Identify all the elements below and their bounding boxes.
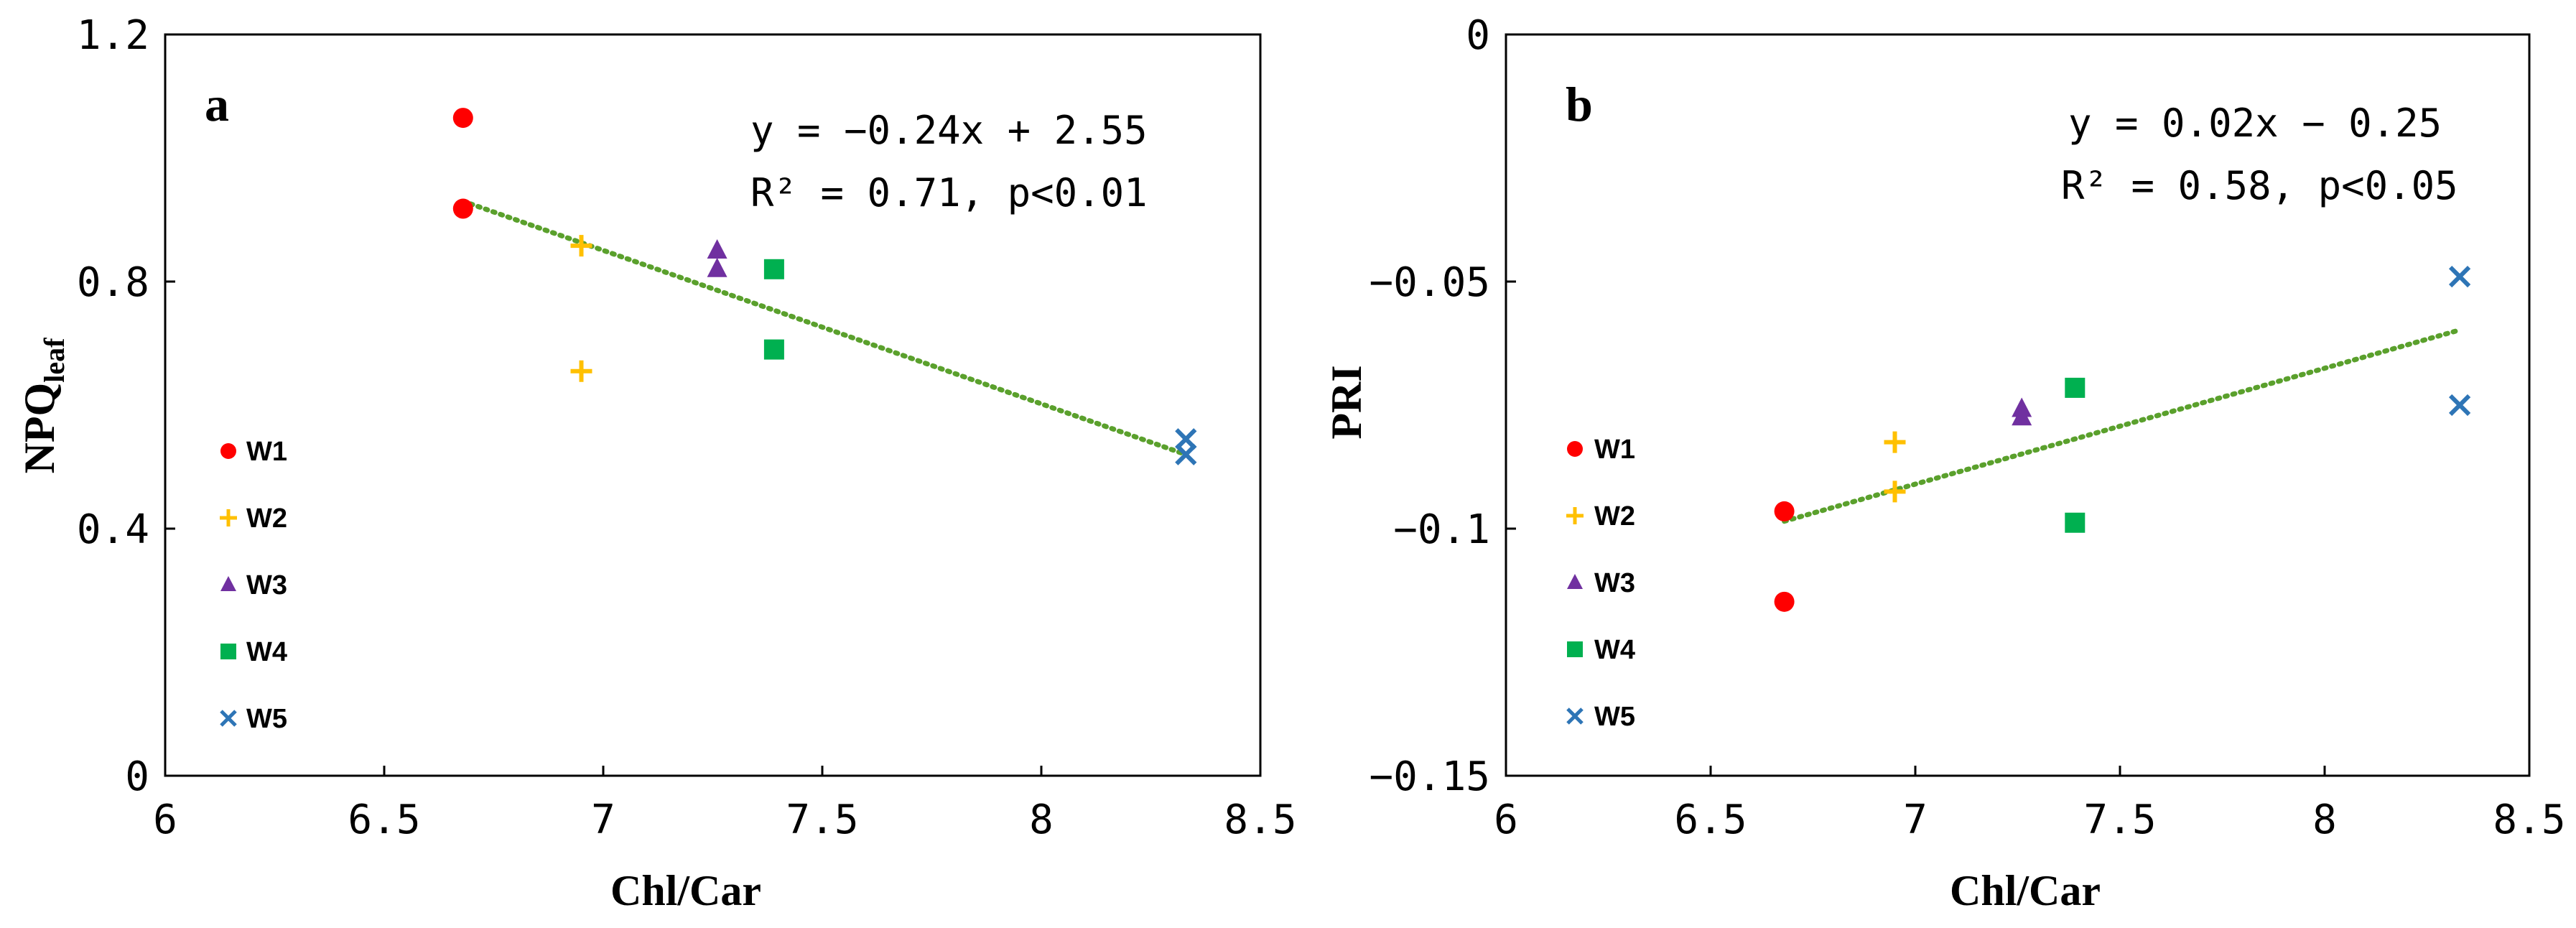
chart-panel-b: 6 6.5 7 7.5 8 8.5 −0.15 −0.1 −0.05 0 Chl/Car PRI b y … [1323, 12, 2566, 914]
data-point-w5 [1175, 443, 1197, 465]
x-tick-label: 7.5 [2083, 797, 2156, 843]
y-tick-label: 0 [1466, 12, 1490, 59]
legend-marker-w4 [1567, 641, 1583, 657]
data-point-w4 [2065, 377, 2086, 398]
legend-marker-w5 [1566, 707, 1584, 725]
y-axis-title-main: NPQ [16, 383, 63, 474]
y-axis-title: PRI [1323, 365, 1370, 439]
legend-marker-w4 [220, 644, 236, 659]
y-axis-title-subscript: leaf [38, 338, 70, 383]
data-point-w4 [763, 339, 784, 360]
y-tick-label: −0.1 [1393, 506, 1490, 553]
legend-marker-w5 [220, 710, 237, 727]
legend-marker-w1 [1567, 441, 1583, 457]
x-axis-title: Chl/Car [1950, 867, 2101, 914]
legend-label: W1 [246, 437, 287, 467]
y-tick-label: 0 [125, 753, 149, 800]
data-point-w4 [763, 259, 784, 279]
regression-equation: y = −0.24x + 2.55 [750, 108, 1148, 153]
panel-label: a [205, 77, 229, 131]
x-tick-label: 7 [591, 797, 615, 843]
data-point-w1 [1774, 501, 1795, 521]
y-tick-label: −0.05 [1369, 259, 1490, 306]
x-tick-label: 8 [2312, 797, 2337, 843]
plot-frame [1505, 33, 2531, 777]
y-tick-label: 0.4 [77, 506, 149, 553]
legend-marker-w2 [220, 509, 237, 526]
legend-label: W1 [1594, 435, 1635, 465]
data-point-w3 [707, 239, 727, 259]
x-tick-label: 6.5 [348, 797, 420, 843]
legend-label: W5 [1594, 702, 1635, 732]
data-point-w1 [452, 108, 473, 129]
x-axis-title: Chl/Car [610, 867, 761, 914]
x-tick-label: 6 [1494, 797, 1518, 843]
data-point-w2 [1884, 481, 1906, 503]
legend-label: W3 [246, 570, 287, 600]
x-tick-label: 8 [1029, 797, 1054, 843]
legend-label: W3 [1594, 568, 1635, 598]
legend-label: W2 [246, 504, 287, 534]
data-point-w1 [452, 198, 473, 219]
chart-panel-a: 6 6.5 7 7.5 8 8.5 0 0.4 0.8 1.2 Chl/Car NPQleaf a y =… [16, 12, 1297, 914]
y-tick-label: −0.15 [1369, 753, 1490, 800]
x-tick-label: 8.5 [2493, 797, 2565, 843]
regression-stats: R² = 0.58, p<0.05 [2061, 163, 2458, 208]
data-point-w2 [1884, 431, 1906, 453]
data-point-w2 [570, 235, 592, 257]
panel-label: b [1566, 77, 1593, 131]
data-point-w4 [2065, 512, 2086, 533]
data-point-w3 [2012, 406, 2032, 426]
legend-marker-w2 [1566, 507, 1584, 524]
data-point-w5 [2448, 265, 2471, 288]
x-tick-label: 6 [153, 797, 177, 843]
regression-stats: R² = 0.71, p<0.01 [750, 170, 1148, 215]
data-point-w3 [707, 257, 727, 277]
x-tick-label: 8.5 [1224, 797, 1296, 843]
x-tick-label: 7 [1903, 797, 1928, 843]
data-point-w1 [1774, 591, 1795, 612]
legend-marker-w3 [1567, 574, 1583, 589]
data-point-w2 [570, 360, 592, 382]
trendline [460, 198, 1189, 458]
legend-label: W4 [246, 637, 287, 667]
x-tick-label: 6.5 [1674, 797, 1747, 843]
legend-label: W4 [1594, 635, 1635, 665]
legend-marker-w1 [220, 443, 236, 459]
legend-label: W5 [246, 704, 287, 734]
x-tick-label: 7.5 [786, 797, 858, 843]
y-axis-title-main: PRI [1323, 365, 1370, 439]
data-point-w5 [2448, 394, 2471, 417]
y-axis-title: NPQleaf [16, 338, 70, 474]
legend-label: W2 [1594, 501, 1635, 532]
regression-equation: y = 0.02x − 0.25 [2068, 101, 2442, 146]
plot-frame [164, 33, 1262, 777]
y-tick-label: 0.8 [77, 259, 149, 306]
legend-marker-w3 [220, 576, 236, 591]
y-tick-label: 1.2 [77, 12, 149, 59]
